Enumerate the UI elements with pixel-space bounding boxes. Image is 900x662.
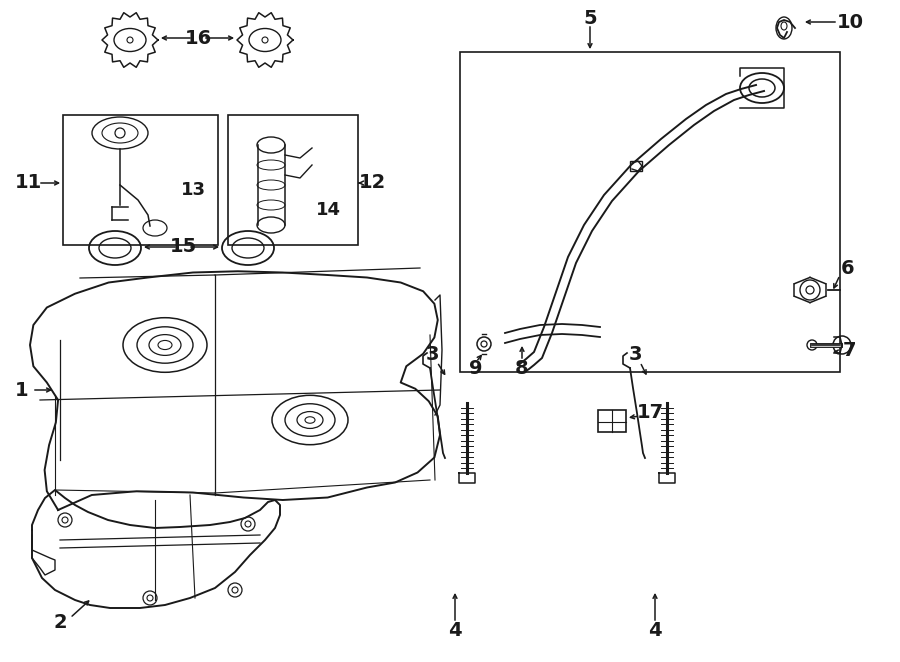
Text: 16: 16 xyxy=(184,28,212,48)
Text: 9: 9 xyxy=(469,359,482,377)
Text: 3: 3 xyxy=(628,346,642,365)
Bar xyxy=(63,115,218,245)
Text: 7: 7 xyxy=(843,340,857,359)
Text: 15: 15 xyxy=(169,236,196,256)
Text: 6: 6 xyxy=(842,258,855,277)
Text: 17: 17 xyxy=(636,402,663,422)
Text: 1: 1 xyxy=(15,381,29,399)
Text: 4: 4 xyxy=(448,620,462,639)
Bar xyxy=(598,410,626,432)
Text: 2: 2 xyxy=(53,612,67,632)
Text: 11: 11 xyxy=(14,173,41,193)
Bar xyxy=(460,52,840,372)
Text: 14: 14 xyxy=(316,201,340,219)
Bar xyxy=(228,115,358,245)
Bar xyxy=(630,161,642,171)
Text: 10: 10 xyxy=(836,13,863,32)
Text: 8: 8 xyxy=(515,359,529,377)
Text: 4: 4 xyxy=(648,620,662,639)
Text: 5: 5 xyxy=(583,9,597,28)
Text: 13: 13 xyxy=(181,181,205,199)
Text: 3: 3 xyxy=(425,346,439,365)
Text: 12: 12 xyxy=(358,173,385,193)
